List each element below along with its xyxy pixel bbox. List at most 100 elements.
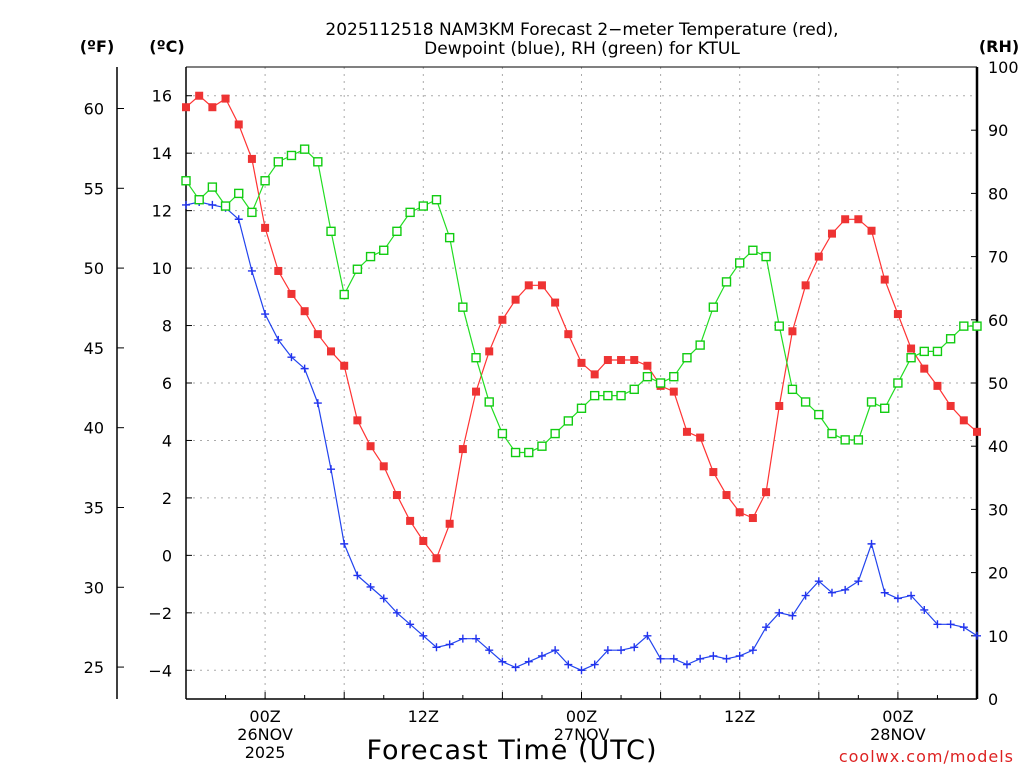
dewpoint-point (287, 353, 296, 362)
series-dewpoint (182, 198, 981, 675)
dewpoint-point (445, 640, 454, 649)
dewpoint-point (234, 215, 243, 224)
dewpoint-point (300, 364, 309, 373)
celsius-tick-label: 2 (162, 489, 172, 508)
rh-point (418, 201, 428, 211)
temperature-point (788, 327, 797, 336)
dewpoint-point (880, 588, 889, 597)
temperature-point (182, 103, 190, 112)
temperature-point (682, 427, 691, 436)
rh-point (919, 346, 929, 357)
rh-point (273, 157, 283, 167)
x-tick-label: 2025 (245, 743, 286, 762)
temperature-point (498, 315, 507, 324)
rh-point (379, 245, 389, 255)
temperature-point (472, 387, 481, 396)
temperature-point (340, 361, 349, 370)
rh-tick-label: 50 (988, 374, 1008, 393)
temperature-point (920, 364, 929, 373)
dewpoint-point (946, 620, 955, 629)
celsius-tick-label: −2 (148, 604, 172, 623)
rh-point (682, 353, 692, 363)
dewpoint-point (827, 588, 836, 597)
x-axis-title: Forecast Time (UTC) (366, 735, 657, 766)
dewpoint-point (313, 399, 322, 408)
x-tick-label: 00Z (249, 707, 280, 726)
series-rh (181, 144, 982, 458)
temperature-point (603, 356, 612, 365)
temperature-point (195, 91, 204, 100)
dewpoint-point (472, 634, 481, 643)
dewpoint-point (603, 646, 612, 655)
temperature-point (643, 361, 652, 370)
rh-point (405, 207, 415, 218)
watermark: coolwx.com/models (839, 747, 1014, 766)
dewpoint-point (709, 651, 718, 660)
temperature-point (537, 281, 546, 290)
temperature-point (445, 519, 454, 528)
rh-point (524, 447, 534, 458)
temperature-point (208, 103, 217, 112)
temperature-point (590, 370, 599, 379)
temperature-point (287, 289, 296, 298)
rh-point (972, 321, 982, 331)
rh-point (576, 403, 587, 413)
temperature-point (511, 295, 520, 304)
dewpoint-point (392, 608, 401, 617)
rh-point (247, 207, 257, 218)
rh-point (313, 157, 323, 167)
rh-point (207, 182, 218, 192)
rh-point (959, 321, 969, 331)
x-tick-label: 12Z (408, 707, 439, 726)
rh-point (537, 441, 547, 451)
celsius-tick-label: 16 (152, 87, 172, 106)
temperature-point (247, 154, 256, 163)
temperature-point (353, 416, 362, 425)
rh-tick-label: 0 (988, 690, 998, 709)
rh-unit-label: (RH) (979, 37, 1019, 56)
temperature-point (564, 330, 573, 339)
rh-point (866, 397, 877, 407)
temperature-point (893, 310, 902, 319)
dewpoint-point (379, 594, 388, 603)
temperature-point (392, 491, 401, 500)
dewpoint-point (841, 585, 850, 594)
dewpoint-point (564, 660, 573, 669)
fahrenheit-tick-label: 30 (84, 578, 104, 597)
dewpoint-point (551, 646, 560, 655)
rh-point (787, 384, 798, 395)
temperature-point (221, 94, 230, 103)
temperature-point (313, 330, 322, 339)
dewpoint-point (959, 623, 968, 632)
rh-tick-label: 20 (988, 564, 1008, 583)
rh-point (655, 378, 666, 388)
temperature-point (748, 514, 757, 523)
dewpoint-point (511, 663, 520, 672)
dewpoint-point (208, 200, 217, 209)
temperature-point (801, 281, 810, 290)
dewpoint-point (814, 577, 823, 586)
dewpoint-point (867, 539, 876, 548)
rh-point (181, 176, 191, 186)
dewpoint-point (524, 657, 533, 666)
fahrenheit-tick-label: 55 (84, 179, 104, 198)
temperature-point (577, 358, 586, 367)
dewpoint-point (630, 643, 639, 652)
rh-point (326, 226, 336, 237)
temperature-point (722, 491, 731, 500)
fahrenheit-tick-label: 40 (84, 419, 104, 438)
dewpoint-point (366, 582, 375, 591)
fahrenheit-tick-label: 50 (84, 259, 104, 278)
dewpoint-point (854, 577, 863, 586)
dewpoint-point (893, 594, 902, 603)
temperature-point (234, 120, 243, 129)
celsius-tick-label: −4 (148, 661, 172, 680)
temperature-point (406, 516, 415, 525)
celsius-unit-label: (ºC) (149, 37, 184, 56)
x-tick-label: 00Z (566, 707, 597, 726)
celsius-tick-label: 14 (152, 144, 172, 163)
temperature-point (300, 307, 309, 316)
rh-point (827, 428, 837, 439)
celsius-tick-label: 12 (152, 202, 172, 221)
